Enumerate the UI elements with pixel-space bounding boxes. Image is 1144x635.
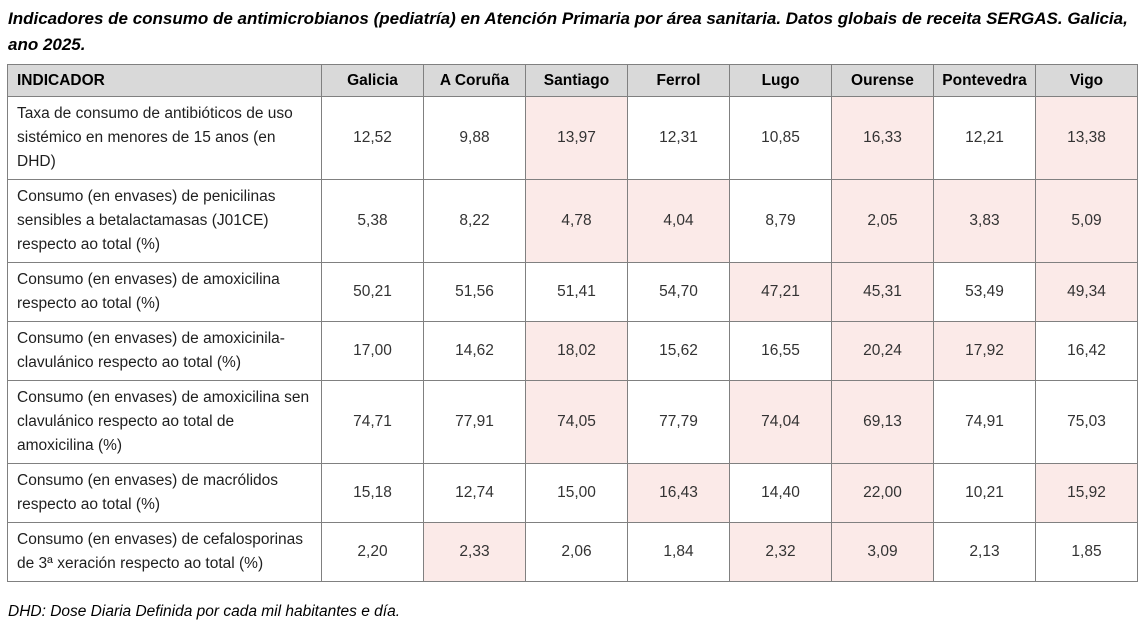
column-header: A Coruña xyxy=(423,64,526,97)
value-cell-highlighted: 4,78 xyxy=(525,179,628,263)
value-cell: 2,20 xyxy=(321,522,424,582)
indicator-cell: Consumo (en envases) de amoxicilina resp… xyxy=(7,262,322,322)
table-row: Taxa de consumo de antibióticos de uso s… xyxy=(7,96,1138,180)
value-cell: 74,71 xyxy=(321,380,424,464)
value-cell: 16,42 xyxy=(1035,321,1138,381)
column-header: Vigo xyxy=(1035,64,1138,97)
value-cell-highlighted: 3,09 xyxy=(831,522,934,582)
value-cell-highlighted: 22,00 xyxy=(831,463,934,523)
value-cell: 12,74 xyxy=(423,463,526,523)
value-cell-highlighted: 47,21 xyxy=(729,262,832,322)
value-cell-highlighted: 2,33 xyxy=(423,522,526,582)
indicator-cell: Consumo (en envases) de penicilinas sens… xyxy=(7,179,322,263)
value-cell: 10,85 xyxy=(729,96,832,180)
value-cell: 12,52 xyxy=(321,96,424,180)
value-cell-highlighted: 74,05 xyxy=(525,380,628,464)
column-header: Galicia xyxy=(321,64,424,97)
value-cell: 2,06 xyxy=(525,522,628,582)
value-cell: 54,70 xyxy=(627,262,730,322)
value-cell: 1,84 xyxy=(627,522,730,582)
table-row: Consumo (en envases) de macrólidos respe… xyxy=(7,463,1138,523)
value-cell: 8,22 xyxy=(423,179,526,263)
value-cell: 12,21 xyxy=(933,96,1036,180)
column-header: Ferrol xyxy=(627,64,730,97)
column-header-indicator: INDICADOR xyxy=(7,64,322,97)
indicator-cell: Consumo (en envases) de macrólidos respe… xyxy=(7,463,322,523)
value-cell-highlighted: 4,04 xyxy=(627,179,730,263)
value-cell: 16,55 xyxy=(729,321,832,381)
value-cell: 10,21 xyxy=(933,463,1036,523)
table-row: Consumo (en envases) de amoxicilina sen … xyxy=(7,380,1138,464)
value-cell: 12,31 xyxy=(627,96,730,180)
column-header: Lugo xyxy=(729,64,832,97)
value-cell-highlighted: 74,04 xyxy=(729,380,832,464)
footnote: DHD: Dose Diaria Definida por cada mil h… xyxy=(8,603,400,620)
value-cell: 9,88 xyxy=(423,96,526,180)
value-cell-highlighted: 18,02 xyxy=(525,321,628,381)
value-cell: 51,56 xyxy=(423,262,526,322)
table-row: Consumo (en envases) de amoxicilina resp… xyxy=(7,262,1138,322)
value-cell-highlighted: 45,31 xyxy=(831,262,934,322)
indicators-table: INDICADOR Galicia A Coruña Santiago Ferrol Lu… xyxy=(7,64,1138,582)
value-cell: 8,79 xyxy=(729,179,832,263)
document-title: Indicadores de consumo de antimicrobiano… xyxy=(8,9,1128,54)
value-cell-highlighted: 13,97 xyxy=(525,96,628,180)
value-cell: 14,62 xyxy=(423,321,526,381)
table-row: Consumo (en envases) de penicilinas sens… xyxy=(7,179,1138,263)
indicator-cell: Consumo (en envases) de cefalosporinas d… xyxy=(7,522,322,582)
value-cell: 74,91 xyxy=(933,380,1036,464)
table-row: Consumo (en envases) de cefalosporinas d… xyxy=(7,522,1138,582)
value-cell: 5,38 xyxy=(321,179,424,263)
value-cell: 51,41 xyxy=(525,262,628,322)
value-cell: 75,03 xyxy=(1035,380,1138,464)
value-cell: 53,49 xyxy=(933,262,1036,322)
column-header: Ourense xyxy=(831,64,934,97)
value-cell-highlighted: 3,83 xyxy=(933,179,1036,263)
value-cell: 15,62 xyxy=(627,321,730,381)
value-cell: 50,21 xyxy=(321,262,424,322)
value-cell-highlighted: 13,38 xyxy=(1035,96,1138,180)
table-body: Taxa de consumo de antibióticos de uso s… xyxy=(7,96,1138,582)
value-cell-highlighted: 69,13 xyxy=(831,380,934,464)
value-cell: 1,85 xyxy=(1035,522,1138,582)
value-cell-highlighted: 16,43 xyxy=(627,463,730,523)
value-cell-highlighted: 49,34 xyxy=(1035,262,1138,322)
column-header: Pontevedra xyxy=(933,64,1036,97)
value-cell-highlighted: 2,32 xyxy=(729,522,832,582)
value-cell-highlighted: 20,24 xyxy=(831,321,934,381)
value-cell: 14,40 xyxy=(729,463,832,523)
value-cell-highlighted: 2,05 xyxy=(831,179,934,263)
value-cell-highlighted: 5,09 xyxy=(1035,179,1138,263)
value-cell: 17,00 xyxy=(321,321,424,381)
indicator-cell: Consumo (en envases) de amoxicilina sen … xyxy=(7,380,322,464)
value-cell-highlighted: 16,33 xyxy=(831,96,934,180)
indicator-cell: Consumo (en envases) de amoxicinila-clav… xyxy=(7,321,322,381)
value-cell: 15,18 xyxy=(321,463,424,523)
value-cell-highlighted: 15,92 xyxy=(1035,463,1138,523)
value-cell: 15,00 xyxy=(525,463,628,523)
table-header: INDICADOR Galicia A Coruña Santiago Ferrol Lu… xyxy=(7,64,1138,97)
header-row: INDICADOR Galicia A Coruña Santiago Ferrol Lu… xyxy=(7,64,1138,97)
indicator-cell: Taxa de consumo de antibióticos de uso s… xyxy=(7,96,322,180)
column-header: Santiago xyxy=(525,64,628,97)
value-cell: 77,79 xyxy=(627,380,730,464)
value-cell: 77,91 xyxy=(423,380,526,464)
value-cell: 2,13 xyxy=(933,522,1036,582)
value-cell-highlighted: 17,92 xyxy=(933,321,1036,381)
table-row: Consumo (en envases) de amoxicinila-clav… xyxy=(7,321,1138,381)
